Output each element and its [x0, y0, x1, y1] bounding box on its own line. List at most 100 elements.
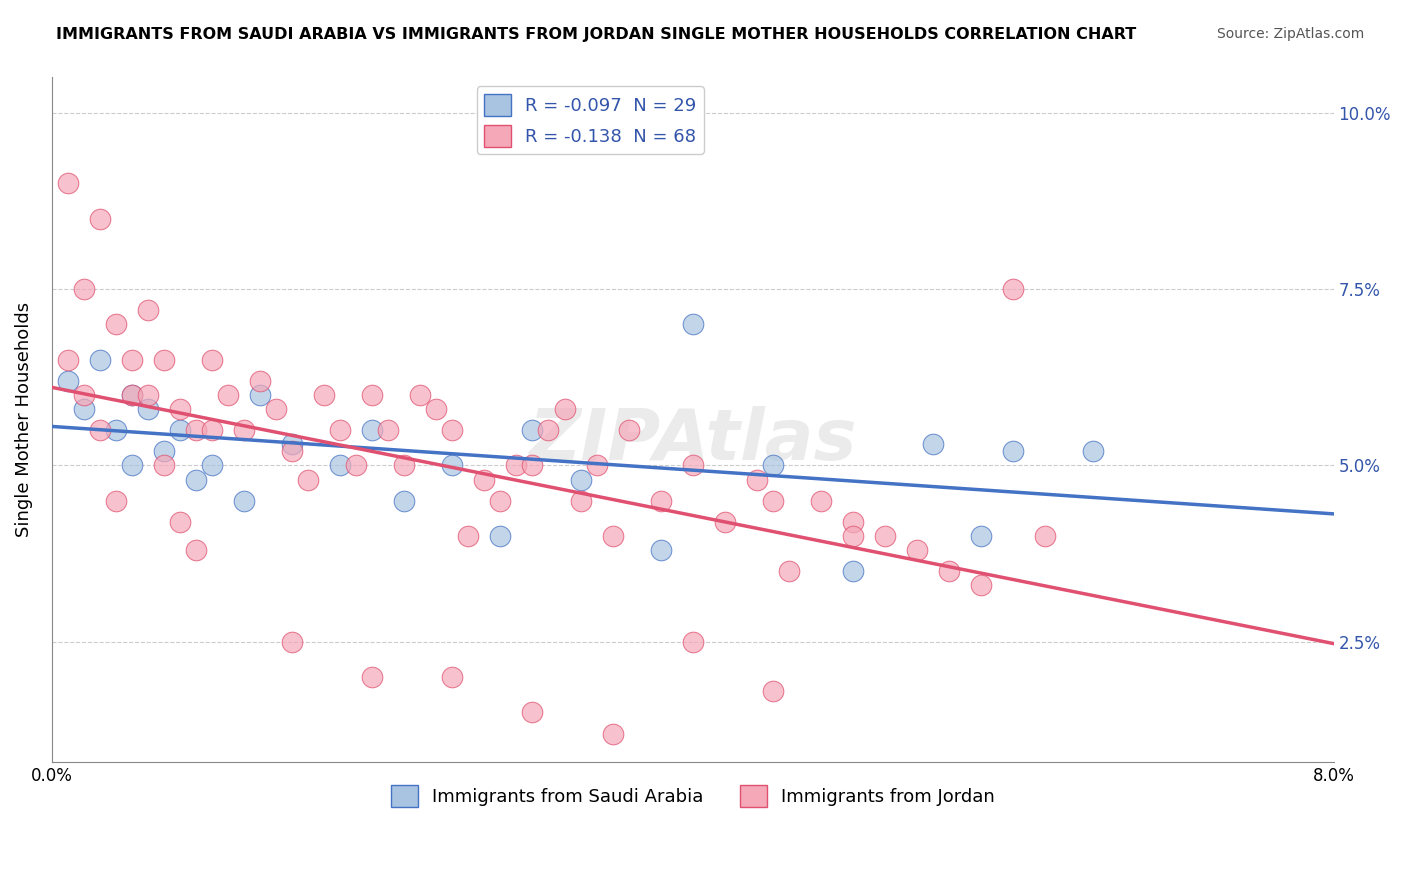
Point — [329, 423, 352, 437]
Point — [970, 578, 993, 592]
Point — [650, 543, 672, 558]
Point — [297, 473, 319, 487]
Point — [136, 303, 159, 318]
Point — [905, 543, 928, 558]
Point — [394, 493, 416, 508]
Text: Source: ZipAtlas.com: Source: ZipAtlas.com — [1216, 27, 1364, 41]
Point — [762, 684, 785, 698]
Point — [169, 423, 191, 437]
Point — [121, 458, 143, 473]
Point — [73, 282, 96, 296]
Point — [56, 374, 79, 388]
Point — [682, 458, 704, 473]
Point — [522, 458, 544, 473]
Point — [1033, 529, 1056, 543]
Point — [522, 706, 544, 720]
Point — [922, 437, 945, 451]
Point — [136, 402, 159, 417]
Point — [344, 458, 367, 473]
Point — [153, 444, 176, 458]
Point — [153, 458, 176, 473]
Point — [441, 423, 464, 437]
Point — [121, 388, 143, 402]
Point — [73, 388, 96, 402]
Point — [537, 423, 560, 437]
Point — [169, 402, 191, 417]
Point — [650, 493, 672, 508]
Point — [778, 564, 800, 578]
Point — [441, 458, 464, 473]
Point — [233, 493, 256, 508]
Point — [810, 493, 832, 508]
Point — [104, 318, 127, 332]
Point — [361, 423, 384, 437]
Point — [264, 402, 287, 417]
Point — [409, 388, 432, 402]
Point — [1083, 444, 1105, 458]
Point — [136, 388, 159, 402]
Point — [682, 318, 704, 332]
Point — [121, 388, 143, 402]
Point — [762, 493, 785, 508]
Point — [585, 458, 607, 473]
Point — [249, 374, 271, 388]
Point — [842, 515, 865, 529]
Text: ZIPAtlas: ZIPAtlas — [529, 406, 856, 475]
Point — [682, 635, 704, 649]
Point — [89, 211, 111, 226]
Legend: Immigrants from Saudi Arabia, Immigrants from Jordan: Immigrants from Saudi Arabia, Immigrants… — [384, 778, 1002, 814]
Point — [425, 402, 447, 417]
Point — [842, 529, 865, 543]
Point — [184, 543, 207, 558]
Y-axis label: Single Mother Households: Single Mother Households — [15, 302, 32, 537]
Point — [938, 564, 960, 578]
Point — [281, 635, 304, 649]
Point — [569, 473, 592, 487]
Point — [249, 388, 271, 402]
Point — [89, 352, 111, 367]
Point — [505, 458, 527, 473]
Point — [201, 423, 224, 437]
Point — [602, 726, 624, 740]
Point — [184, 423, 207, 437]
Point — [1002, 444, 1025, 458]
Point — [873, 529, 896, 543]
Point — [281, 437, 304, 451]
Point — [474, 473, 496, 487]
Point — [104, 423, 127, 437]
Point — [394, 458, 416, 473]
Point — [762, 458, 785, 473]
Point — [713, 515, 735, 529]
Point — [56, 352, 79, 367]
Text: IMMIGRANTS FROM SAUDI ARABIA VS IMMIGRANTS FROM JORDAN SINGLE MOTHER HOUSEHOLDS : IMMIGRANTS FROM SAUDI ARABIA VS IMMIGRAN… — [56, 27, 1136, 42]
Point — [56, 176, 79, 190]
Point — [377, 423, 399, 437]
Point — [970, 529, 993, 543]
Point — [842, 564, 865, 578]
Point — [745, 473, 768, 487]
Point — [121, 352, 143, 367]
Point — [569, 493, 592, 508]
Point — [104, 493, 127, 508]
Point — [329, 458, 352, 473]
Point — [281, 444, 304, 458]
Point — [217, 388, 239, 402]
Point — [201, 458, 224, 473]
Point — [314, 388, 336, 402]
Point — [522, 423, 544, 437]
Point — [489, 529, 512, 543]
Point — [233, 423, 256, 437]
Point — [361, 388, 384, 402]
Point — [73, 402, 96, 417]
Point — [617, 423, 640, 437]
Point — [457, 529, 479, 543]
Point — [602, 529, 624, 543]
Point — [169, 515, 191, 529]
Point — [361, 670, 384, 684]
Point — [441, 670, 464, 684]
Point — [201, 352, 224, 367]
Point — [89, 423, 111, 437]
Point — [489, 493, 512, 508]
Point — [153, 352, 176, 367]
Point — [184, 473, 207, 487]
